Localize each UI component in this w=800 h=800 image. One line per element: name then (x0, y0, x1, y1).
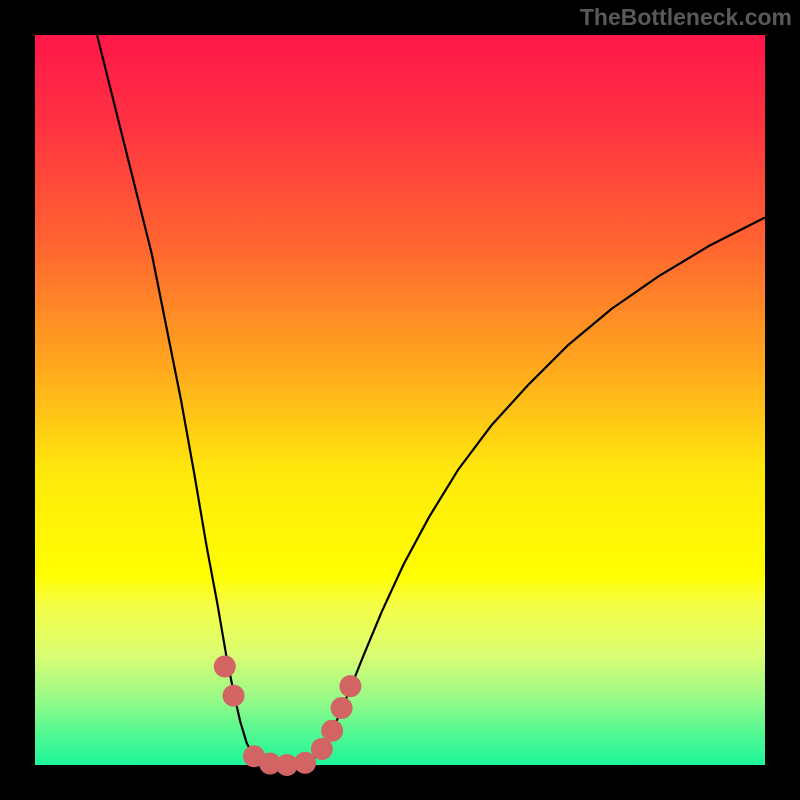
curve-marker (331, 697, 353, 719)
curve-marker (321, 720, 343, 742)
curve-marker (214, 655, 236, 677)
curve-marker (339, 675, 361, 697)
curve-layer (35, 35, 765, 765)
plot-area (35, 35, 765, 765)
bottleneck-curve (97, 35, 765, 765)
curve-marker (223, 685, 245, 707)
watermark-text: TheBottleneck.com (580, 4, 792, 31)
